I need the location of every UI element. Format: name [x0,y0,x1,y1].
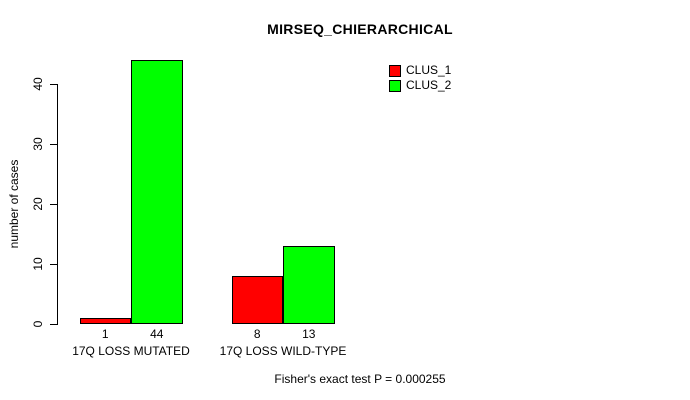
y-tick-mark-20 [50,203,57,205]
y-tick-mark-30 [50,143,57,145]
legend-item-clus-1: CLUS_1 [389,64,451,77]
y-tick-label-10: 10 [31,257,45,271]
legend-label-clus-1: CLUS_1 [406,63,452,77]
legend-item-clus-2: CLUS_2 [389,79,451,92]
legend-swatch-red [389,64,401,77]
bar-value-label: 1 [101,327,109,341]
y-tick-label-40: 40 [31,77,45,91]
chart-title: MIRSEQ_CHIERARCHICAL [267,21,453,37]
bar-value-label: 44 [150,327,164,341]
bar-clus_1-group-1 [79,318,131,324]
legend-swatch-green [389,79,401,92]
y-tick-mark-0 [50,323,57,325]
fisher-test-annotation: Fisher's exact test P = 0.000255 [274,372,446,386]
bar-clus_2-group-2 [283,246,335,324]
y-tick-label-0: 0 [31,320,45,328]
y-axis-line [57,84,58,325]
category-label-group-2: 17Q LOSS WILD-TYPE [219,344,347,358]
bar-clus_1-group-2 [231,276,283,324]
y-tick-label-30: 30 [31,137,45,151]
bar-value-label: 8 [253,327,261,341]
legend-label-clus-2: CLUS_2 [406,78,452,92]
y-tick-mark-40 [50,83,57,85]
bar-clus_2-group-1 [131,60,183,324]
y-tick-mark-10 [50,263,57,265]
y-tick-label-20: 20 [31,197,45,211]
bar-value-label: 13 [302,327,316,341]
legend: CLUS_1 CLUS_2 [389,64,451,92]
category-label-group-1: 17Q LOSS MUTATED [72,344,190,358]
y-axis-label: number of cases [7,159,21,249]
